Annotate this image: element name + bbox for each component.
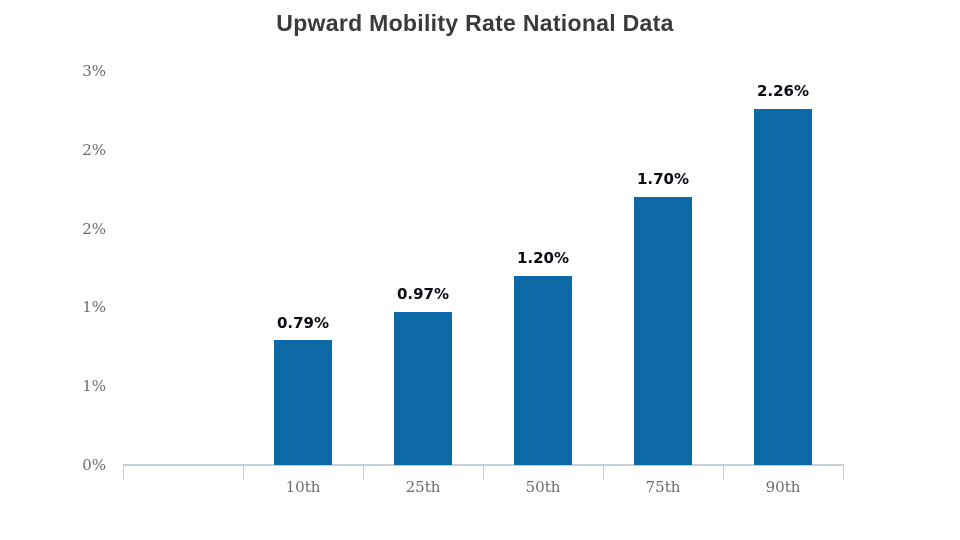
x-axis-category-label: 10th xyxy=(285,478,321,496)
bar-value-label: 2.26% xyxy=(756,81,810,100)
y-axis-tick-label: 1% xyxy=(82,298,106,317)
x-axis-tick-mark xyxy=(363,464,364,480)
y-axis-tick-label: 2% xyxy=(82,219,106,238)
bar xyxy=(274,340,332,465)
bar-value-label: 1.70% xyxy=(636,170,690,189)
x-axis-tick-mark xyxy=(123,464,124,480)
bar xyxy=(754,108,812,465)
y-axis-tick-label: 3% xyxy=(82,62,106,80)
x-axis-category-label: 25th xyxy=(405,478,441,496)
chart-title: Upward Mobility Rate National Data xyxy=(276,10,674,36)
x-axis-tick-mark xyxy=(723,464,724,480)
bar xyxy=(634,197,692,465)
x-axis-category-label: 50th xyxy=(525,478,561,496)
x-axis-category-label: 75th xyxy=(645,478,681,496)
y-axis-tick-label: 2% xyxy=(82,140,106,159)
bar xyxy=(514,275,572,465)
x-axis-category-label: 90th xyxy=(765,478,801,496)
x-axis-tick-mark xyxy=(603,464,604,480)
x-axis-tick-mark xyxy=(483,464,484,480)
bar-value-label: 0.79% xyxy=(276,313,330,332)
x-axis-tick-mark xyxy=(243,464,244,480)
x-axis-tick-mark xyxy=(843,464,844,480)
bar-value-label: 1.20% xyxy=(516,248,570,267)
bar xyxy=(394,312,452,465)
y-axis-tick-label: 1% xyxy=(82,377,106,396)
bar-value-label: 0.97% xyxy=(396,285,450,304)
y-axis-tick-label: 0% xyxy=(82,456,106,474)
